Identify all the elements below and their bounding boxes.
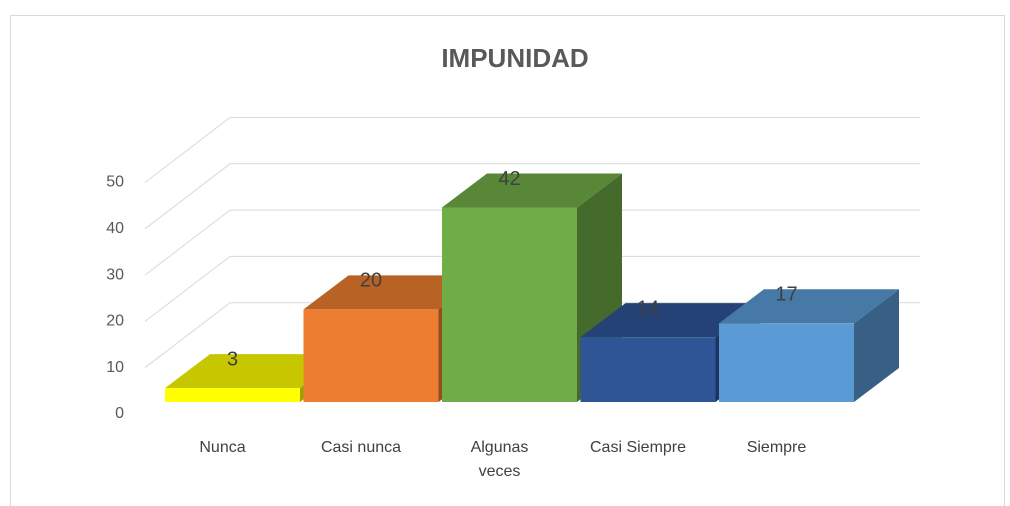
bar	[165, 388, 300, 402]
y-tick-label: 20	[106, 313, 124, 330]
grid-line	[144, 209, 920, 276]
grid-line	[144, 117, 920, 183]
y-tick-label: 0	[115, 405, 124, 422]
y-tick-label: 30	[106, 266, 124, 283]
data-label: 42	[498, 168, 520, 190]
x-tick-label: Casi Siempre	[589, 439, 687, 456]
bar	[719, 323, 854, 402]
bar-top	[719, 289, 899, 324]
data-label: 17	[775, 284, 797, 306]
data-label: 20	[360, 270, 382, 292]
bar-top	[165, 354, 345, 389]
x-tick-label: Siempre	[746, 439, 807, 456]
data-label: 3	[227, 348, 238, 370]
bar-top	[580, 303, 761, 338]
bar-top	[442, 173, 622, 208]
bar-top	[303, 275, 484, 310]
bar	[303, 309, 439, 402]
x-tick-label: Algunas veces	[470, 439, 529, 480]
x-tick-label: Nunca	[199, 439, 246, 456]
bar	[580, 337, 716, 402]
chart-title: IMPUNIDAD	[441, 43, 588, 73]
x-tick-label: Casi nunca	[320, 439, 402, 456]
grid-line	[144, 163, 920, 230]
y-tick-label: 50	[106, 174, 124, 191]
data-label: 14	[637, 297, 659, 319]
grid-line	[144, 302, 920, 369]
bar	[442, 207, 577, 402]
grid-line	[144, 255, 920, 322]
bar-side	[854, 289, 899, 402]
y-tick-label: 40	[106, 220, 124, 237]
y-tick-label: 10	[106, 359, 124, 376]
